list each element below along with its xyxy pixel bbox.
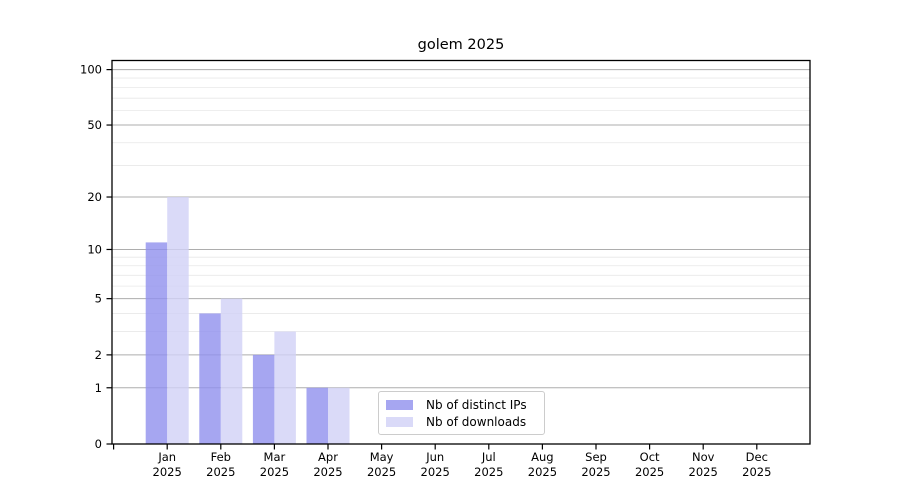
legend-item-downloads: Nb of downloads	[386, 415, 536, 429]
y-tick-label: 100	[80, 63, 102, 77]
x-tick-label-year: 2025	[581, 465, 610, 479]
x-tick-label-month: Apr	[318, 450, 338, 464]
x-tick-label-month: Oct	[640, 450, 660, 464]
y-tick-label: 20	[87, 190, 102, 204]
x-tick-label-month: Nov	[692, 450, 715, 464]
y-tick-label: 1	[95, 381, 102, 395]
bar-downloads-feb	[220, 298, 243, 444]
x-tick-label-month: Feb	[211, 450, 231, 464]
x-tick-label-month: May	[370, 450, 394, 464]
x-tick-label-year: 2025	[367, 465, 396, 479]
y-tick-label: 2	[95, 348, 102, 362]
x-tick-label-year: 2025	[421, 465, 450, 479]
bar-downloads-jan	[167, 197, 189, 444]
x-tick-label-year: 2025	[689, 465, 718, 479]
x-tick-label-month: Jul	[481, 450, 496, 464]
legend-swatch-downloads	[386, 417, 413, 427]
bar-distinct-ips-jan	[145, 242, 168, 444]
x-tick-label-month: Sep	[585, 450, 607, 464]
x-tick-label-year: 2025	[635, 465, 664, 479]
x-tick-label-year: 2025	[260, 465, 289, 479]
legend-label-downloads: Nb of downloads	[426, 415, 527, 429]
legend-label-distinct-ips: Nb of distinct IPs	[426, 398, 527, 412]
x-tick-label-year: 2025	[313, 465, 342, 479]
legend: Nb of distinct IPs Nb of downloads	[378, 391, 545, 435]
x-tick-label-year: 2025	[528, 465, 557, 479]
x-tick-label-month: Aug	[531, 450, 553, 464]
y-tick-label: 10	[87, 242, 102, 256]
chart-title: golem 2025	[417, 37, 505, 53]
y-tick-label: 5	[95, 292, 102, 306]
y-tick-label: 50	[87, 118, 102, 132]
x-tick-label-month: Dec	[746, 450, 768, 464]
bar-downloads-apr	[328, 387, 350, 444]
y-tick-label: 0	[95, 437, 102, 451]
x-tick-label-month: Jan	[157, 450, 176, 464]
x-tick-label-month: Mar	[264, 450, 286, 464]
bar-downloads-mar	[274, 331, 296, 444]
bar-distinct-ips-apr	[306, 387, 328, 444]
bar-distinct-ips-feb	[199, 313, 221, 444]
legend-swatch-distinct-ips	[386, 400, 413, 410]
bar-distinct-ips-mar	[252, 354, 275, 444]
x-tick-label-year: 2025	[474, 465, 503, 479]
legend-item-distinct-ips: Nb of distinct IPs	[386, 398, 536, 412]
x-tick-label-year: 2025	[206, 465, 235, 479]
axes-frame	[111, 59, 811, 445]
x-tick-label-year: 2025	[742, 465, 771, 479]
x-tick-label-month: Jun	[425, 450, 444, 464]
x-tick-label-year: 2025	[153, 465, 182, 479]
